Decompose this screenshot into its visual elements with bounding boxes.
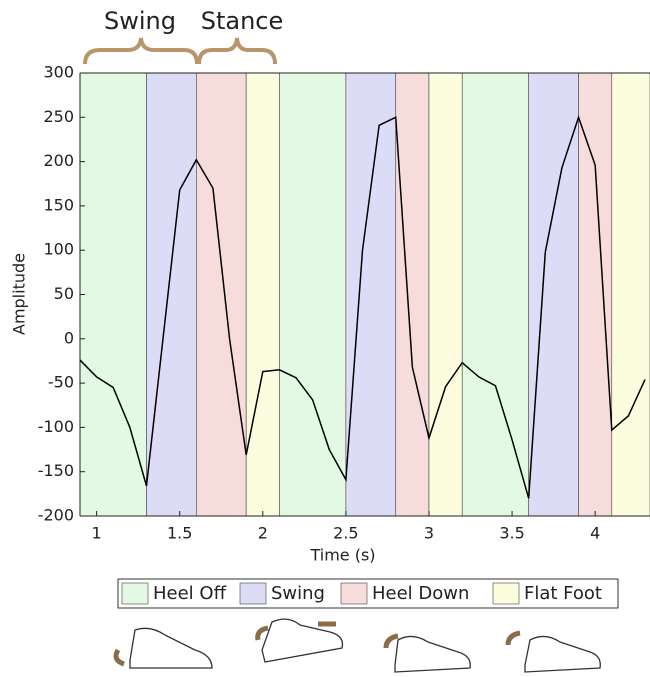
x-tick-label: 3 (424, 524, 434, 543)
phase-region (578, 72, 613, 517)
phase-region (79, 72, 147, 517)
phase-region (461, 72, 529, 517)
y-tick-label: 150 (43, 195, 74, 214)
bracket (83, 37, 199, 65)
bracket (197, 37, 277, 65)
x-axis-label: Time (s) (309, 546, 375, 565)
phase-region (528, 72, 579, 517)
data-line (79, 114, 646, 499)
phase-region (428, 72, 463, 517)
x-tick-label: 4 (590, 524, 600, 543)
phase-region (279, 72, 347, 517)
annotation: Swing (104, 7, 176, 35)
legend-label: Swing (271, 583, 325, 604)
annotation: Stance (201, 7, 284, 35)
y-tick-label: -150 (38, 461, 74, 480)
legend-swatch (340, 582, 368, 605)
legend-swatch (492, 582, 520, 605)
y-axis-label: Amplitude (10, 253, 29, 335)
x-tick-label: 3.5 (499, 524, 524, 543)
y-tick-label: -100 (38, 417, 74, 436)
y-tick-label: 0 (64, 328, 74, 347)
legend-swatch (121, 582, 149, 605)
legend-box (117, 578, 619, 609)
y-tick-label: -200 (38, 506, 74, 525)
phase-region (146, 72, 197, 517)
y-tick-label: 50 (54, 284, 74, 303)
phase-region (345, 72, 397, 517)
legend: Heel Off Swing Heel Down Flat Foot (117, 578, 619, 609)
phase-region (395, 72, 430, 517)
phase-region (245, 72, 280, 517)
phase-region (196, 72, 247, 517)
y-tick-label: 200 (43, 151, 74, 170)
legend-label: Heel Off (153, 583, 227, 604)
y-tick-label: -50 (48, 373, 74, 392)
x-tick-label: 1 (92, 524, 102, 543)
legend-swatch (239, 582, 267, 605)
shoe-icons (113, 618, 601, 673)
x-tick-label: 2 (258, 524, 268, 543)
x-tick-label: 2.5 (333, 524, 358, 543)
phase-region (611, 72, 650, 517)
legend-label: Heel Down (372, 583, 469, 604)
x-tick-label: 1.5 (167, 524, 192, 543)
y-tick-label: 100 (43, 240, 74, 259)
y-tick-label: 250 (43, 107, 74, 126)
y-tick-label: 300 (43, 63, 74, 82)
legend-label: Flat Foot (524, 583, 602, 604)
